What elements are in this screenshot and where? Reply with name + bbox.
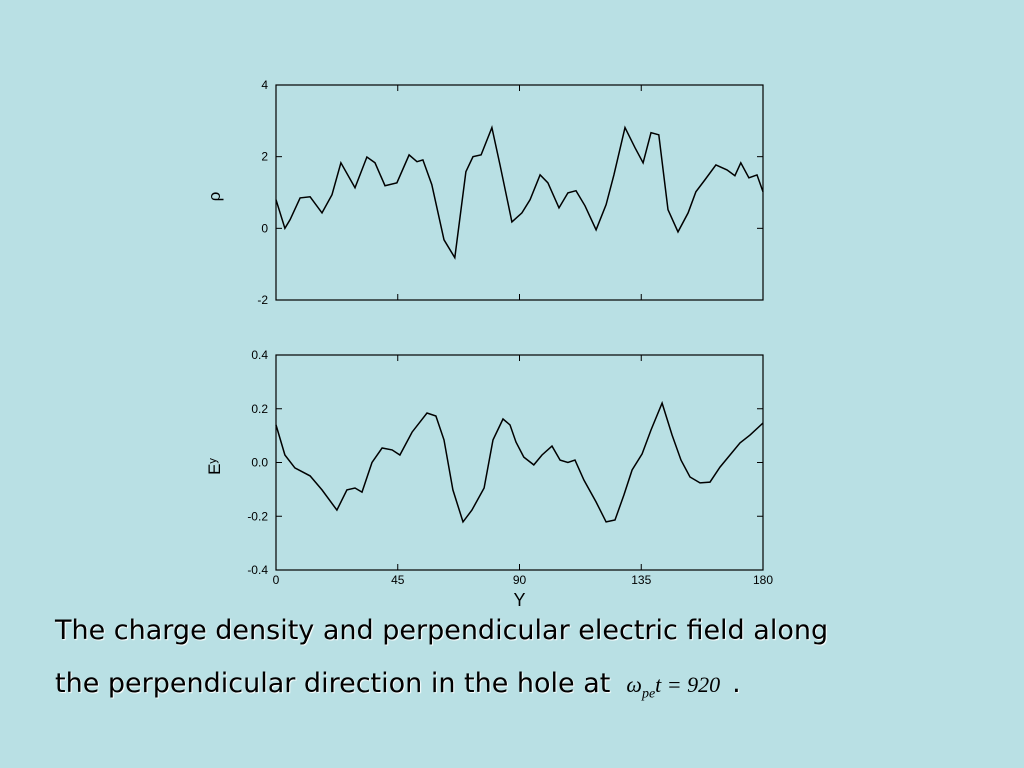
x-tick-label: 0 bbox=[273, 573, 280, 587]
y-tick-label: 2 bbox=[261, 150, 268, 164]
x-tick-label: 180 bbox=[753, 573, 773, 587]
y-tick-label: -0.4 bbox=[247, 563, 268, 577]
y-tick-label: 0 bbox=[261, 221, 268, 235]
data-line bbox=[275, 400, 764, 524]
plot-frame bbox=[275, 354, 764, 571]
y-axis-label: Ey bbox=[205, 458, 224, 475]
formula-symbol: ω bbox=[626, 672, 642, 697]
y-label-main: ρ bbox=[205, 192, 224, 202]
formula: ωpet = 920 bbox=[626, 672, 721, 701]
charts: -2 0 2 4 ρ -0.4 -0.2 0.0 0.2 0.4 0 45 90 135 180 Y Ey bbox=[205, 78, 773, 610]
y-axis-label: ρ bbox=[205, 192, 224, 202]
x-axis-label: Y bbox=[513, 590, 525, 610]
caption-end: . bbox=[732, 668, 741, 699]
caption-line: the perpendicular direction in the hole … bbox=[55, 668, 741, 702]
y-tick-label: 0.2 bbox=[251, 402, 268, 416]
y-label-sub: y bbox=[207, 458, 219, 464]
caption-text: the perpendicular direction in the hole … bbox=[55, 668, 611, 699]
formula-rest: t = 920 bbox=[655, 672, 721, 697]
x-tick-label: 135 bbox=[631, 573, 651, 587]
caption-line: The charge density and perpendicular ele… bbox=[55, 615, 829, 646]
data-line bbox=[275, 125, 764, 260]
y-tick-label: 4 bbox=[261, 78, 268, 92]
y-label-main: E bbox=[205, 464, 224, 475]
formula-subscript: pe bbox=[641, 686, 656, 702]
plot-frame bbox=[275, 84, 764, 301]
y-tick-label: -2 bbox=[257, 293, 268, 307]
y-tick-label: 0.0 bbox=[251, 456, 268, 470]
y-tick-label: -0.2 bbox=[247, 509, 268, 523]
x-tick-label: 90 bbox=[513, 573, 527, 587]
y-tick-label: 0.4 bbox=[251, 348, 268, 362]
x-tick-label: 45 bbox=[391, 573, 405, 587]
